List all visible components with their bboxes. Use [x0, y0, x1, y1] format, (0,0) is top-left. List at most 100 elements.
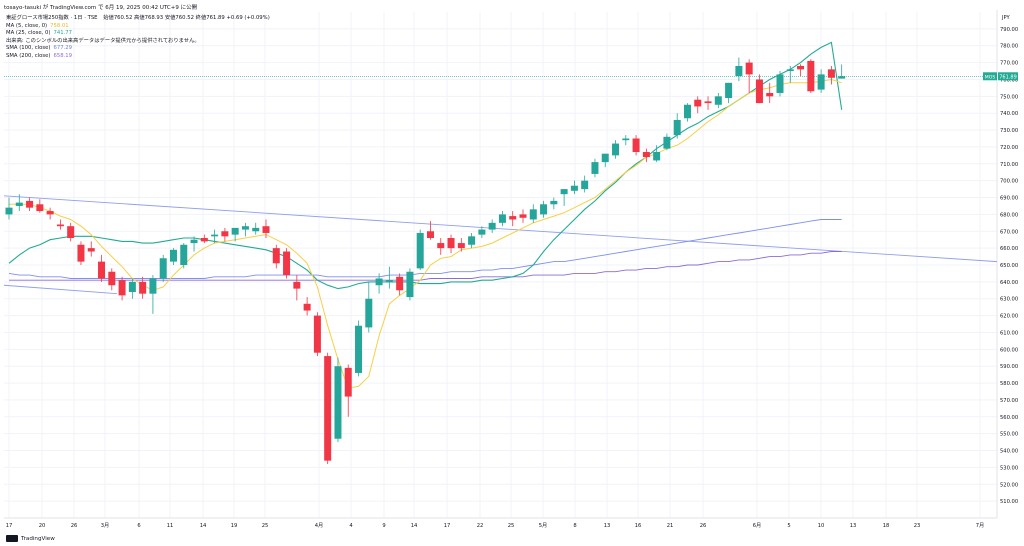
candle-body [262, 226, 270, 233]
price-tick-label: 790.00 [1000, 27, 1018, 33]
ma25-value: 741.77 [53, 30, 73, 37]
candle-body [755, 79, 763, 104]
candle-body [169, 249, 177, 262]
legend-ma5[interactable]: MA (5, close, 0) 758.01 [6, 22, 69, 29]
candle-body [272, 248, 280, 264]
date-tick-label: 14 [200, 523, 207, 529]
legend-sma200[interactable]: SMA (200, close) 658.19 [6, 52, 73, 59]
ma25-line [8, 41, 843, 290]
candle-body [87, 248, 95, 252]
currency-label: JPY [1001, 15, 1011, 21]
tradingview-logo-icon [6, 535, 18, 542]
date-tick-label: 19 [231, 523, 238, 529]
sma200-value: 658.19 [53, 52, 73, 59]
current-symbol-label: MOS [985, 74, 996, 80]
price-tick-label: 640.00 [1000, 280, 1018, 286]
candle-body [591, 162, 599, 174]
candle-body [807, 60, 815, 92]
candle-body [241, 226, 249, 230]
price-tick-label: 630.00 [1000, 297, 1018, 303]
date-tick-label: 4 [349, 523, 353, 529]
footer: TradingView [6, 535, 55, 542]
sma100-line [8, 219, 842, 279]
price-tick-label: 580.00 [1000, 381, 1018, 387]
price-tick-label: 540.00 [1000, 449, 1018, 455]
candle-body [838, 76, 846, 79]
candle-body [46, 211, 54, 215]
candle-body [827, 69, 835, 78]
candle-body [714, 96, 722, 105]
price-tick-label: 670.00 [1000, 229, 1018, 235]
candle-body [612, 143, 620, 156]
candle-body [498, 214, 506, 223]
trendline-descending [3, 195, 998, 263]
candle-body [786, 69, 794, 72]
candle-body [653, 151, 661, 161]
candle-body [190, 239, 198, 244]
date-tick-label: 25 [508, 523, 515, 529]
price-tick-label: 560.00 [1000, 415, 1018, 421]
legend-title-row: 東証グロース市場250指数 · 1日 · TSE 始値760.52 高値768.… [6, 15, 270, 23]
candle-body [200, 238, 208, 242]
candle-body [601, 153, 609, 163]
candle-body [509, 216, 517, 220]
date-tick-label: 9 [382, 523, 385, 529]
candle-body [519, 214, 527, 218]
price-tick-label: 610.00 [1000, 330, 1018, 336]
candle-body [529, 209, 537, 220]
candle-body [457, 243, 465, 249]
candle-body [776, 74, 784, 93]
price-tick-label: 700.00 [1000, 179, 1018, 185]
candle-body [231, 227, 239, 235]
candle-body [478, 229, 486, 235]
candle-body [673, 119, 681, 136]
candle-body [766, 92, 774, 97]
date-tick-label: 16 [635, 523, 642, 529]
price-tick-label: 650.00 [1000, 263, 1018, 269]
candle-body [694, 99, 702, 107]
price-tick-label: 720.00 [1000, 145, 1018, 151]
candle-body [252, 227, 260, 232]
date-tick-label: 22 [477, 523, 484, 529]
price-tick-label: 530.00 [1000, 465, 1018, 471]
candle-body [663, 136, 671, 149]
price-tick-label: 600.00 [1000, 347, 1018, 353]
candle-body [540, 204, 548, 215]
candle-body [283, 251, 291, 276]
price-tick-label: 690.00 [1000, 196, 1018, 202]
symbol-title[interactable]: 東証グロース市場250指数 · 1日 · TSE [6, 15, 98, 21]
candle-body [735, 65, 743, 77]
price-tick-label: 760.00 [1000, 77, 1018, 83]
legend-volume-note: 出来高: このシンボルの出来高データはデータ提供元から提供されておりません。 [6, 37, 200, 44]
price-tick-label: 620.00 [1000, 314, 1018, 320]
date-tick-label: 26 [71, 523, 78, 529]
candle-body [180, 244, 188, 265]
candle-body [355, 325, 363, 373]
candle-body [36, 204, 44, 212]
candle-body [745, 62, 753, 75]
date-tick-label: 13 [604, 523, 611, 529]
candle-body [293, 281, 301, 289]
legend-sma100[interactable]: SMA (100, close) 677.29 [6, 45, 73, 52]
candle-body [570, 185, 578, 191]
date-tick-label: 8 [573, 523, 576, 529]
candle-body [560, 189, 568, 195]
candle-body [324, 356, 332, 461]
candle-body [211, 234, 219, 237]
candle-body [26, 200, 34, 208]
date-tick-label: 4月 [315, 522, 324, 529]
candle-body [581, 180, 589, 190]
date-tick-label: 25 [262, 523, 269, 529]
date-tick-label: 14 [411, 523, 418, 529]
price-tick-label: 570.00 [1000, 398, 1018, 404]
candle-body [550, 200, 558, 205]
trendline-short [3, 284, 118, 295]
date-tick-label: 26 [700, 523, 707, 529]
candle-body [344, 367, 352, 397]
ohlc-values: 始値760.52 高値768.93 安値760.52 終値761.89 +0.6… [103, 15, 270, 21]
legend-ma25[interactable]: MA (25, close, 0) 741.77 [6, 30, 73, 37]
price-tick-label: 680.00 [1000, 212, 1018, 218]
candle-body [5, 207, 13, 215]
price-tick-label: 730.00 [1000, 128, 1018, 134]
